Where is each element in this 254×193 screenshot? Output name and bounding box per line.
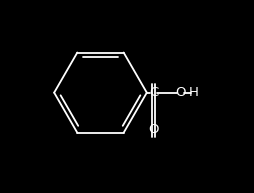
Text: H: H <box>188 86 198 99</box>
Text: O: O <box>148 123 158 136</box>
Text: C: C <box>148 86 157 99</box>
Text: O: O <box>175 86 185 99</box>
